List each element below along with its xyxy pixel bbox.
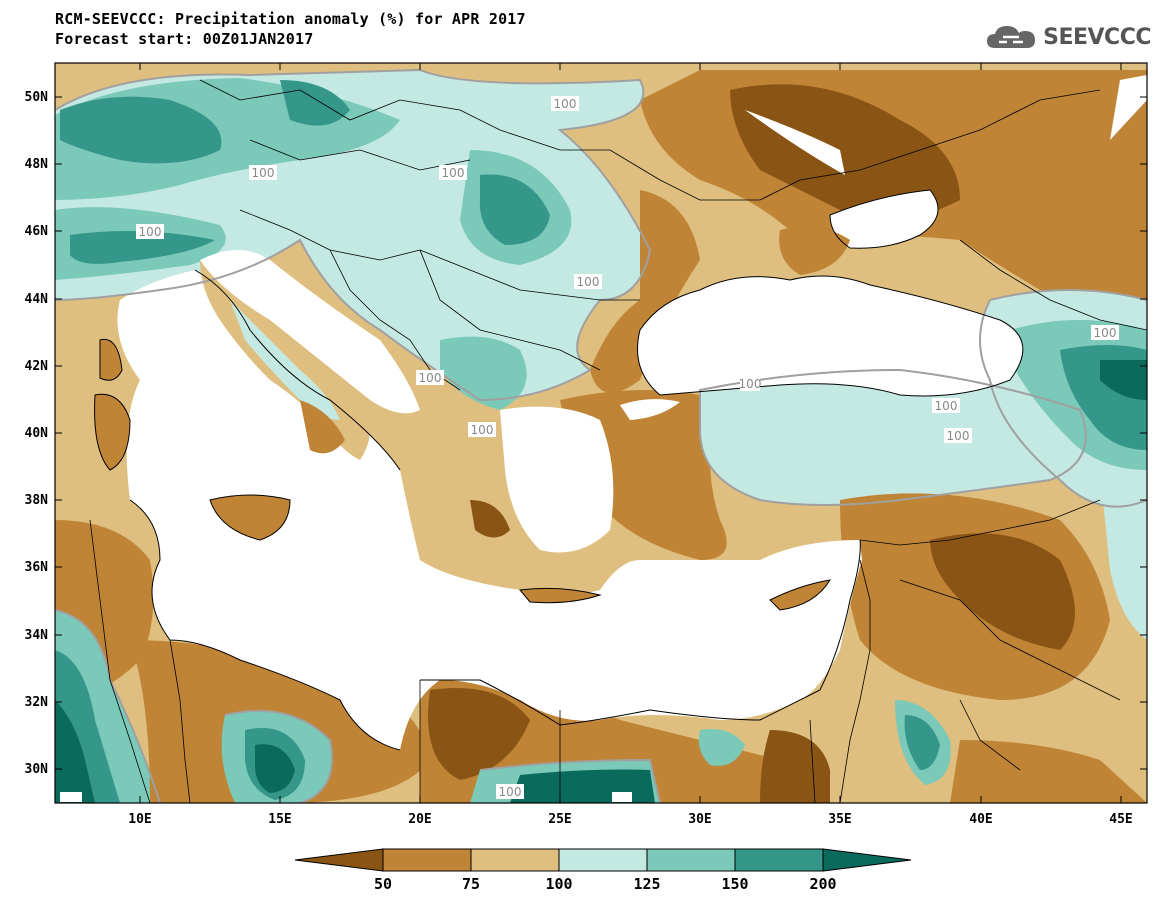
dry-arabia (950, 740, 1147, 803)
lat-label: 46N (25, 224, 49, 239)
lon-label: 30E (688, 812, 711, 827)
wet-strong-jordan (904, 715, 940, 770)
black-sea (637, 276, 1023, 396)
sardinia (94, 394, 130, 470)
contour-label: 100 (499, 785, 522, 799)
lon-label: 45E (1109, 812, 1132, 827)
dry-strong-peloponnese (470, 500, 510, 538)
lat-label: 36N (25, 560, 49, 575)
nodata-patch-volga (1110, 75, 1147, 140)
dry-calabria (300, 400, 345, 454)
country-borders (89, 79, 1147, 803)
lon-label: 10E (128, 812, 151, 827)
dry-strong-cyrenaica (428, 688, 530, 780)
lon-label: 25E (548, 812, 571, 827)
contour-label: 100 (947, 429, 970, 443)
lon-ticks (139, 63, 1122, 803)
forecast-start-label: Forecast start: 00Z01JAN2017 (55, 30, 314, 48)
lat-label: 44N (25, 292, 49, 307)
lat-label: 30N (25, 762, 49, 777)
adriatic-sea (200, 250, 420, 414)
map-title: RCM-SEEVCCC: Precipitation anomaly (%) f… (55, 10, 526, 28)
colorbar-segment-below-50 (294, 848, 384, 872)
coastlines (94, 189, 1024, 751)
wet-strong-poland (280, 80, 350, 126)
contour-label: 100 (471, 423, 494, 437)
lat-label: 38N (25, 493, 49, 508)
colorbar-segment-above-200 (822, 848, 912, 872)
sea-of-marmara (620, 399, 680, 420)
crimea (779, 226, 850, 275)
longitude-axis: 10E 15E 20E 25E 30E 35E 40E 45E (128, 63, 1133, 827)
lon-label: 15E (268, 812, 291, 827)
nodata-patch-sw (60, 792, 82, 802)
nodata-patch-s (612, 792, 632, 802)
lat-label: 32N (25, 695, 49, 710)
contour-label: 100 (419, 371, 442, 385)
lat-ticks (55, 96, 1147, 770)
map-field: 100 100 100 100 100 100 100 100 100 100 … (55, 63, 1147, 803)
dry-moldova (590, 190, 700, 393)
contour-label: 100 (252, 166, 275, 180)
crete (520, 588, 600, 603)
colorbar-label: 150 (721, 875, 748, 893)
colorbar-segment-50-75 (382, 848, 472, 872)
corsica (100, 339, 122, 381)
lat-label: 48N (25, 157, 49, 172)
colorbar-label: 50 (374, 875, 392, 893)
colorbar-segment-150-200 (734, 848, 824, 872)
dry-strong-egypt (760, 730, 830, 803)
logo-text: SEEVCCC (1043, 24, 1151, 50)
wet-strong-romania (479, 174, 550, 245)
lat-label: 50N (25, 90, 49, 105)
lon-label: 20E (408, 812, 431, 827)
wet-light-turkey (700, 370, 1086, 505)
wet-strong-alps (70, 231, 215, 264)
contour-label: 100 (935, 399, 958, 413)
sicily (210, 495, 290, 540)
contour-label: 100 (139, 225, 162, 239)
nodata-patch-dnieper (745, 110, 845, 175)
contour-label: 100 (442, 166, 465, 180)
dry-strong-syria (930, 533, 1075, 650)
contour-label: 100 (577, 275, 600, 289)
colorbar-label: 125 (633, 875, 660, 893)
lon-label: 40E (969, 812, 992, 827)
wet-extreme-caucasus (1100, 360, 1147, 400)
lat-label: 42N (25, 359, 49, 374)
wet-light-iran (1100, 470, 1147, 640)
wet-extreme-sahara-west (55, 700, 95, 803)
colorbar-segment-100-125 (558, 848, 648, 872)
lat-label: 40N (25, 426, 49, 441)
contour-label: 100 (739, 377, 762, 391)
contour-label: 100 (554, 97, 577, 111)
wet-extreme-egypt-south (510, 769, 655, 803)
cloud-logo-icon (987, 26, 1036, 48)
colorbar-segment-125-150 (646, 848, 736, 872)
wet-balkan (440, 336, 527, 410)
contour-label: 100 (999, 473, 1022, 487)
wet-strong-germany (60, 96, 222, 164)
aegean-sea (500, 406, 614, 553)
latitude-axis: 50N 48N 46N 44N 42N 40N 38N 36N 34N 32N … (25, 90, 1147, 777)
wet-extreme-libya (255, 744, 295, 793)
wet-nile (698, 729, 745, 766)
dry-strong-ukraine (730, 84, 960, 223)
colorbar-label: 200 (809, 875, 836, 893)
lat-label: 34N (25, 628, 49, 643)
contour-label: 100 (1094, 326, 1117, 340)
seevccc-logo: SEEVCCC (985, 22, 1151, 52)
cyprus (770, 580, 830, 610)
colorbar-segment-75-100 (470, 848, 560, 872)
colorbar-label: 75 (462, 875, 480, 893)
colorbar-label: 100 (545, 875, 572, 893)
sea-of-azov (830, 190, 938, 249)
lon-label: 35E (828, 812, 851, 827)
colorbar: 50 75 100 125 150 200 (294, 848, 912, 893)
contour-labels: 100 100 100 100 100 100 100 100 100 100 … (136, 96, 1119, 799)
